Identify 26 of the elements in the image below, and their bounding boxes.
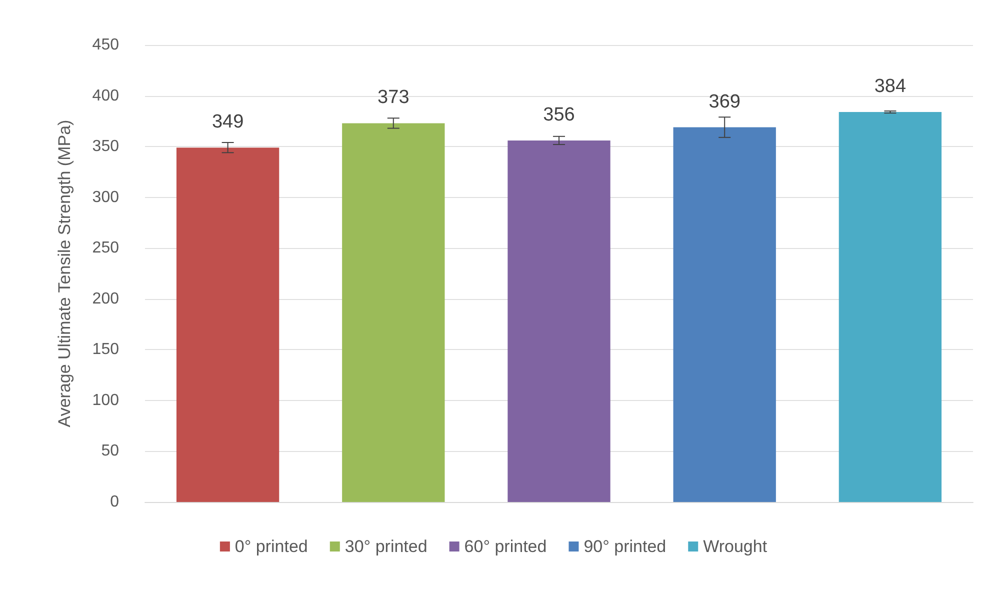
y-tick-label: 350 — [92, 138, 120, 156]
bar — [673, 127, 776, 502]
y-tick-label: 450 — [92, 36, 120, 54]
y-tick-label: 150 — [92, 341, 120, 358]
y-tick-label: 50 — [101, 442, 120, 460]
bar — [508, 140, 610, 502]
legend-label: Wrought — [703, 537, 768, 556]
bar — [176, 148, 280, 502]
y-tick-label: 250 — [92, 240, 120, 257]
data-label: 373 — [378, 87, 410, 108]
y-tick-label: 0 — [110, 494, 120, 510]
legend-label: 60° printed — [464, 537, 547, 556]
legend-label: 30° printed — [344, 537, 428, 556]
data-label: 369 — [708, 91, 740, 112]
data-label: 349 — [212, 112, 244, 133]
legend-label: 90° printed — [584, 537, 666, 556]
bar — [838, 112, 942, 502]
data-label: 356 — [543, 104, 575, 126]
y-axis-title: Average Ultimate Tensile Strength (MPa) — [55, 120, 74, 428]
y-tick-label: 200 — [92, 290, 120, 308]
y-tick-label: 300 — [92, 188, 120, 206]
legend-label: 0° printed — [234, 537, 308, 556]
y-tick-label: 100 — [92, 392, 120, 409]
y-tick-label: 400 — [92, 87, 120, 104]
data-label: 384 — [874, 76, 906, 98]
bar — [342, 123, 445, 502]
